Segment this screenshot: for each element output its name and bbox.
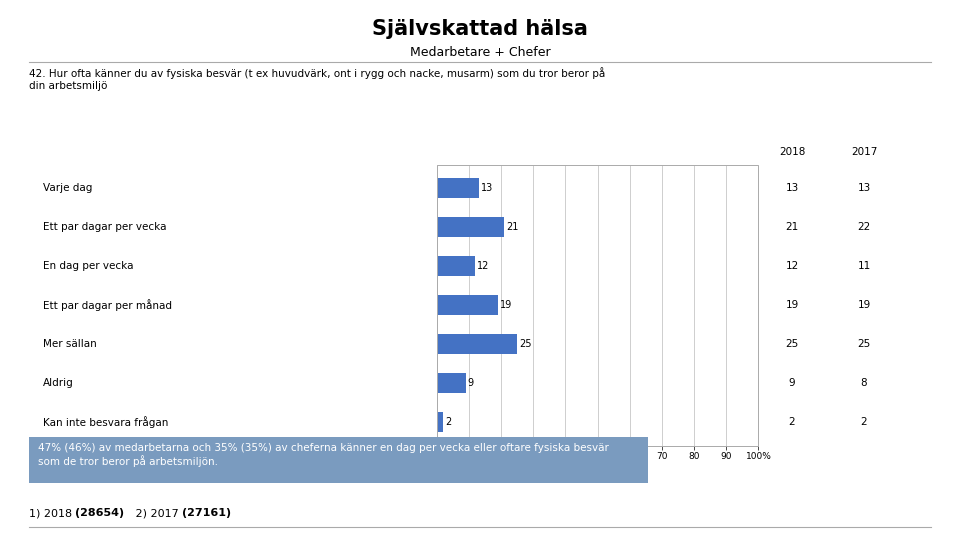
Text: Självskattad hälsa: Självskattad hälsa [372, 19, 588, 39]
Bar [437, 256, 475, 276]
Bar [437, 295, 498, 315]
Text: 11: 11 [857, 261, 871, 271]
Text: 8: 8 [861, 378, 867, 388]
Bar [437, 178, 479, 198]
Text: 2: 2 [445, 417, 451, 427]
Text: (28654): (28654) [76, 508, 125, 518]
Text: 47% (46%) av medarbetarna och 35% (35%) av cheferna känner en dag per vecka elle: 47% (46%) av medarbetarna och 35% (35%) … [38, 443, 610, 467]
Text: Kan inte besvara frågan: Kan inte besvara frågan [43, 416, 169, 428]
Text: 1) 2018: 1) 2018 [29, 508, 76, 518]
Bar [437, 373, 466, 393]
Text: 21: 21 [506, 222, 518, 232]
Text: 2: 2 [789, 417, 795, 427]
Text: 19: 19 [500, 300, 512, 310]
Text: 2017: 2017 [851, 146, 877, 157]
Text: 13: 13 [857, 183, 871, 193]
Bar [437, 334, 517, 354]
Text: Medarbetare + Chefer: Medarbetare + Chefer [410, 46, 550, 59]
Text: 9: 9 [468, 378, 474, 388]
Text: (27161): (27161) [181, 508, 231, 518]
Text: 9: 9 [789, 378, 795, 388]
Text: 2018: 2018 [779, 146, 805, 157]
Text: Mer sällan: Mer sällan [43, 339, 97, 349]
Text: 2) 2017: 2) 2017 [125, 508, 181, 518]
Bar [437, 412, 444, 432]
Text: 22: 22 [857, 222, 871, 232]
Text: Aldrig: Aldrig [43, 378, 74, 388]
Text: 13: 13 [785, 183, 799, 193]
Bar [437, 217, 504, 237]
Text: 19: 19 [785, 300, 799, 310]
Text: 25: 25 [857, 339, 871, 349]
Text: 42. Hur ofta känner du av fysiska besvär (t ex huvudvärk, ont i rygg och nacke, : 42. Hur ofta känner du av fysiska besvär… [29, 68, 605, 91]
Text: Ett par dagar per vecka: Ett par dagar per vecka [43, 222, 167, 232]
Text: 25: 25 [785, 339, 799, 349]
Text: 2: 2 [861, 417, 867, 427]
Text: 21: 21 [785, 222, 799, 232]
Text: Varje dag: Varje dag [43, 183, 92, 193]
Text: 12: 12 [477, 261, 490, 271]
Text: Ett par dagar per månad: Ett par dagar per månad [43, 299, 172, 311]
Text: 12: 12 [785, 261, 799, 271]
Text: En dag per vecka: En dag per vecka [43, 261, 133, 271]
Text: 25: 25 [519, 339, 532, 349]
Text: 13: 13 [481, 183, 492, 193]
Text: 19: 19 [857, 300, 871, 310]
